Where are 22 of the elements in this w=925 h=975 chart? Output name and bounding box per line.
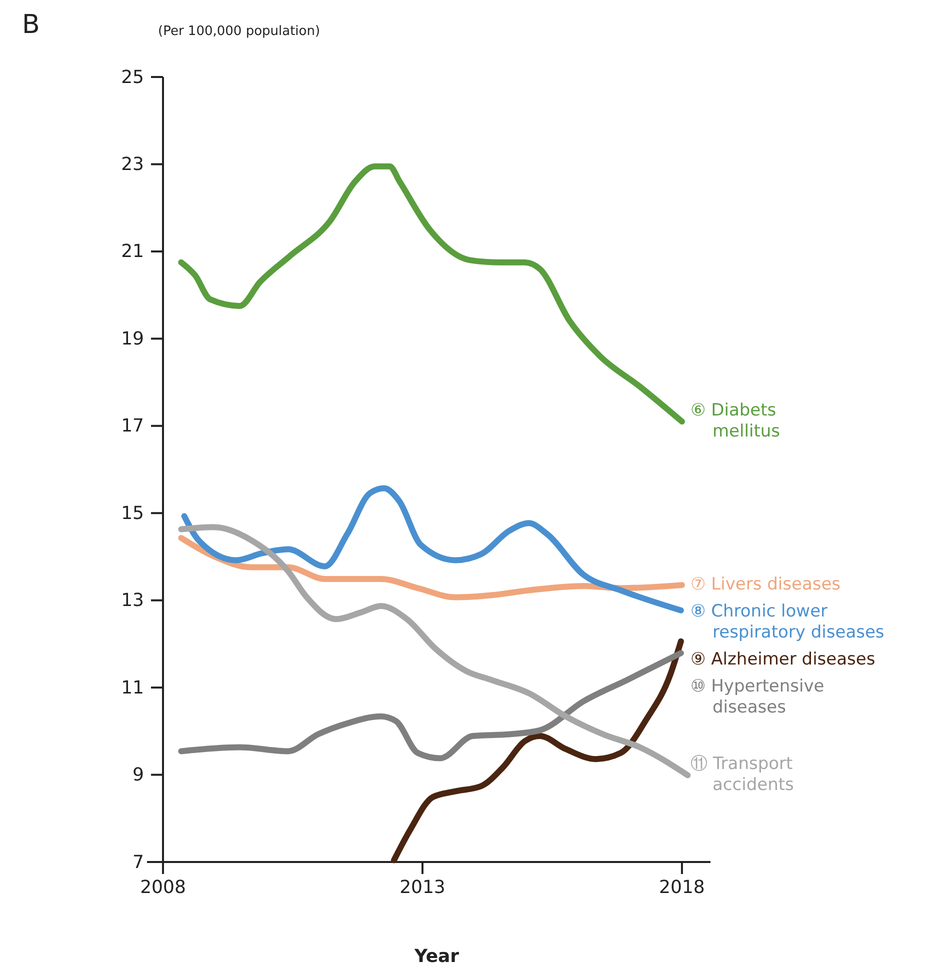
y-tick-label: 13 [121,590,144,612]
x-tick-label: 2013 [400,877,446,898]
series-label: ⑥ Diabets mellitus [690,400,780,442]
y-tick-label: 21 [121,241,144,262]
y-tick-label: 11 [121,677,144,698]
y-axis-title: (Per 100,000 population) [158,24,320,39]
series-label: ⑨ Alzheimer diseases [690,650,876,670]
y-tick-label: 15 [121,502,144,524]
y-tick-label: 17 [121,416,144,437]
y-tick-label: 25 [121,66,144,88]
x-tick-label: 2008 [140,877,186,898]
y-tick-label: 7 [132,852,144,873]
y-tick-label: 19 [121,328,144,350]
y-tick-label: 9 [132,764,144,786]
series-label: ⑩ Hypertensive diseases [690,676,824,718]
series-label: ⑦ Livers diseases [690,574,841,595]
y-tick-label: 23 [121,154,144,175]
text: B [22,10,40,40]
series-label: ⑧ Chronic lower respiratory diseases [690,602,884,643]
series-label: ⑪ Transport accidents [690,754,794,796]
x-axis-title: Year [413,946,460,967]
x-tick-label: 2018 [659,877,705,898]
